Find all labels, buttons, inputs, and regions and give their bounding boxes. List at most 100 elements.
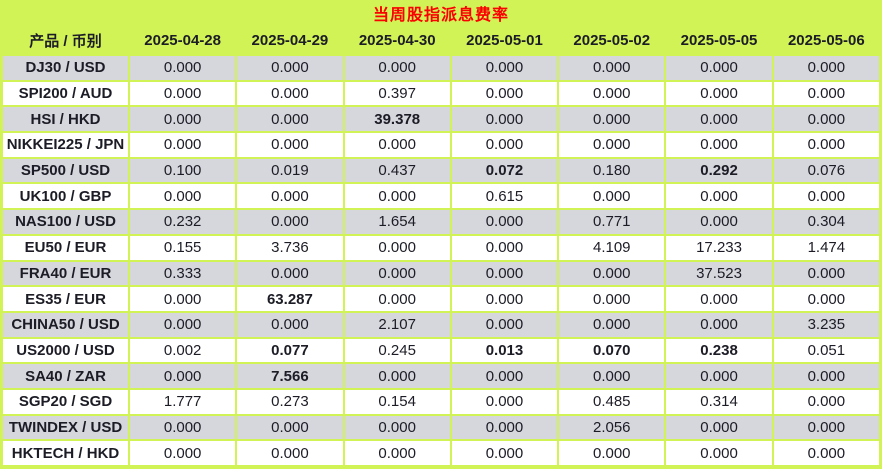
product-cell: NAS100 / USD <box>1 208 130 236</box>
product-cell: UK100 / GBP <box>1 182 130 211</box>
table-row: NAS100 / USD 0.232 0.000 1.654 0.000 0.771 0.0… <box>1 208 882 236</box>
value-cell: 0.000 <box>127 362 238 390</box>
table-row: DJ30 / USD 0.000 0.000 0.000 0.000 0.000 0.000… <box>1 54 882 82</box>
value-cell: 0.000 <box>235 131 345 159</box>
value-cell: 0.000 <box>127 310 238 339</box>
value-cell: 0.437 <box>342 156 452 185</box>
value-cell: 0.000 <box>449 387 560 416</box>
value-cell: 0.000 <box>771 105 882 134</box>
value-cell: 0.000 <box>557 285 667 313</box>
value-cell: 0.000 <box>127 285 238 313</box>
value-cell: 39.378 <box>342 105 452 134</box>
value-cell: 0.000 <box>449 79 560 108</box>
value-cell: 0.000 <box>235 79 345 108</box>
product-cell: CHINA50 / USD <box>1 310 130 339</box>
value-cell: 0.000 <box>771 387 882 416</box>
value-cell: 0.000 <box>557 259 667 288</box>
value-cell: 0.000 <box>449 310 560 339</box>
value-cell: 0.000 <box>557 362 667 390</box>
value-cell: 0.000 <box>771 182 882 211</box>
value-cell: 2.056 <box>557 413 667 442</box>
product-cell: HKTECH / HKD <box>1 439 130 467</box>
table-row: UK100 / GBP 0.000 0.000 0.000 0.615 0.000 0.00… <box>1 182 882 211</box>
product-cell: TWINDEX / USD <box>1 413 130 442</box>
value-cell: 0.155 <box>127 233 238 262</box>
value-cell: 0.273 <box>235 387 345 416</box>
value-cell: 0.000 <box>127 79 238 108</box>
value-cell: 0.154 <box>342 387 452 416</box>
value-cell: 0.000 <box>342 413 452 442</box>
value-cell: 0.485 <box>557 387 667 416</box>
date-column-header: 2025-05-05 <box>665 26 773 55</box>
value-cell: 0.000 <box>664 310 774 339</box>
value-cell: 0.000 <box>342 233 452 262</box>
dividend-rate-table: 产品 / 币别 2025-04-28 2025-04-29 2025-04-30 202… <box>1 26 882 467</box>
value-cell: 0.000 <box>664 105 774 134</box>
value-cell: 0.000 <box>449 259 560 288</box>
value-cell: 0.232 <box>127 208 238 236</box>
date-column-header: 2025-04-30 <box>343 26 451 55</box>
product-cell: SA40 / ZAR <box>1 362 130 390</box>
value-cell: 0.000 <box>235 439 345 467</box>
value-cell: 0.000 <box>557 105 667 134</box>
product-cell: EU50 / EUR <box>1 233 130 262</box>
value-cell: 0.000 <box>127 54 238 82</box>
value-cell: 0.000 <box>342 362 452 390</box>
value-cell: 0.000 <box>235 105 345 134</box>
value-cell: 0.397 <box>342 79 452 108</box>
value-cell: 4.109 <box>557 233 667 262</box>
value-cell: 0.000 <box>557 310 667 339</box>
value-cell: 0.000 <box>342 439 452 467</box>
value-cell: 0.000 <box>771 413 882 442</box>
value-cell: 0.100 <box>127 156 238 185</box>
value-cell: 37.523 <box>664 259 774 288</box>
date-column-header: 2025-05-02 <box>558 26 666 55</box>
value-cell: 0.615 <box>449 182 560 211</box>
product-cell: NIKKEI225 / JPN <box>1 131 130 159</box>
value-cell: 0.000 <box>127 131 238 159</box>
value-cell: 0.000 <box>127 413 238 442</box>
value-cell: 1.474 <box>771 233 882 262</box>
table-row: ES35 / EUR 0.000 63.287 0.000 0.000 0.000 0.00… <box>1 285 882 313</box>
date-column-header: 2025-05-06 <box>772 26 880 55</box>
date-column-header: 2025-05-01 <box>450 26 559 55</box>
value-cell: 0.000 <box>771 259 882 288</box>
value-cell: 0.000 <box>235 54 345 82</box>
date-column-header: 2025-04-29 <box>236 26 344 55</box>
value-cell: 0.000 <box>127 182 238 211</box>
value-cell: 0.000 <box>449 208 560 236</box>
value-cell: 17.233 <box>664 233 774 262</box>
value-cell: 0.000 <box>664 413 774 442</box>
value-cell: 0.000 <box>664 54 774 82</box>
table-row: SP500 / USD 0.100 0.019 0.437 0.072 0.180 0.29… <box>1 156 882 185</box>
value-cell: 0.000 <box>449 233 560 262</box>
value-cell: 0.000 <box>771 79 882 108</box>
value-cell: 0.051 <box>771 336 882 365</box>
table-row: US2000 / USD 0.002 0.077 0.245 0.013 0.070 0.2… <box>1 336 882 365</box>
value-cell: 0.076 <box>771 156 882 185</box>
table-row: TWINDEX / USD 0.000 0.000 0.000 0.000 2.056 0.… <box>1 413 882 442</box>
value-cell: 0.000 <box>235 259 345 288</box>
value-cell: 0.000 <box>771 362 882 390</box>
value-cell: 63.287 <box>235 285 345 313</box>
table-row: CHINA50 / USD 0.000 0.000 2.107 0.000 0.000 0.… <box>1 310 882 339</box>
product-cell: SPI200 / AUD <box>1 79 130 108</box>
value-cell: 0.245 <box>342 336 452 365</box>
value-cell: 0.000 <box>235 208 345 236</box>
value-cell: 0.072 <box>449 156 560 185</box>
value-cell: 0.000 <box>557 182 667 211</box>
value-cell: 0.771 <box>557 208 667 236</box>
value-cell: 0.238 <box>664 336 774 365</box>
value-cell: 7.566 <box>235 362 345 390</box>
value-cell: 0.077 <box>235 336 345 365</box>
value-cell: 3.736 <box>235 233 345 262</box>
value-cell: 0.019 <box>235 156 345 185</box>
date-column-header: 2025-04-28 <box>129 26 237 55</box>
value-cell: 0.000 <box>342 285 452 313</box>
table-row: EU50 / EUR 0.155 3.736 0.000 0.000 4.109 17.23… <box>1 233 882 262</box>
value-cell: 0.000 <box>342 131 452 159</box>
product-cell: SGP20 / SGD <box>1 387 130 416</box>
value-cell: 0.070 <box>557 336 667 365</box>
value-cell: 0.000 <box>771 54 882 82</box>
